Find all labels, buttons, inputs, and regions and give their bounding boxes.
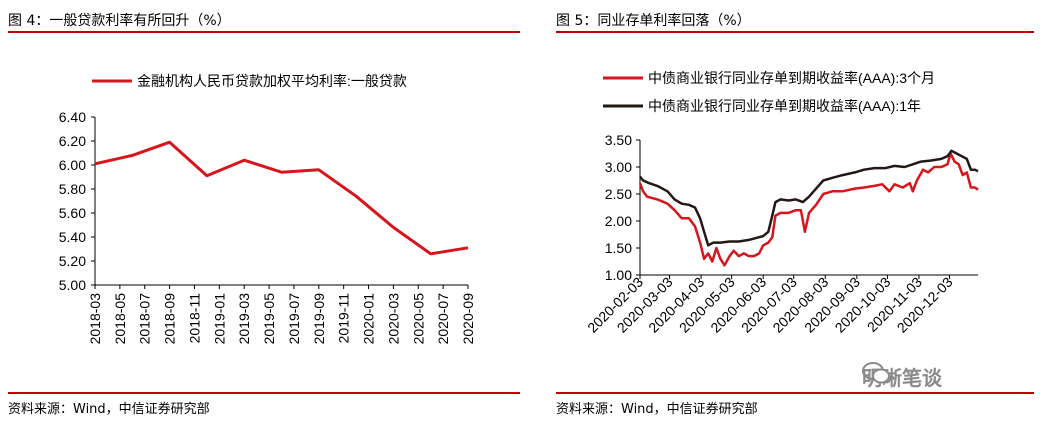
y-tick-label: 5.40 bbox=[59, 229, 86, 245]
y-tick-label: 3.00 bbox=[605, 159, 632, 175]
legend-label: 中债商业银行同业存单到期收益率(AAA):1年 bbox=[648, 98, 921, 114]
y-tick-label: 6.40 bbox=[59, 109, 86, 125]
y-tick-label: 6.20 bbox=[59, 133, 86, 149]
y-tick-label: 5.00 bbox=[59, 277, 86, 293]
x-tick-label: 2019-09 bbox=[311, 293, 327, 345]
x-tick-label: 2019-07 bbox=[286, 293, 302, 345]
watermark: 明晰笔谈 bbox=[862, 362, 942, 391]
x-tick-label: 2018-05 bbox=[112, 293, 128, 345]
x-tick-label: 2020-09 bbox=[460, 293, 476, 345]
figure-title: 图 5：同业存单利率回落（%） bbox=[556, 13, 751, 29]
chart-panel-loan-rate: 图 4：一般贷款利率有所回升（%） 6.40 6.20 6.00 5.80 5.60 5.… bbox=[0, 0, 520, 421]
x-tick-label: 2020-05 bbox=[410, 293, 426, 345]
y-tick-label: 2.00 bbox=[605, 213, 632, 229]
chart-panel-ncd-yield: 图 5：同业存单利率回落（%） 3.50 3.00 2.50 2.00 1.50 1.00… bbox=[548, 0, 1048, 421]
source-divider bbox=[8, 392, 520, 394]
series-line-general-loan-rate bbox=[94, 140, 469, 256]
x-tick-label: 2019-01 bbox=[211, 293, 227, 345]
y-tick-label: 3.50 bbox=[605, 132, 632, 148]
source-note: 资料来源：Wind，中信证券研究部 bbox=[556, 402, 758, 417]
y-tick-label: 1.00 bbox=[605, 267, 632, 283]
x-tick-label: 2020-01 bbox=[361, 293, 377, 345]
legend-label: 中债商业银行同业存单到期收益率(AAA):3个月 bbox=[648, 70, 935, 86]
x-tick-label: 2018-11 bbox=[186, 293, 202, 344]
figure-title: 图 4：一般贷款利率有所回升（%） bbox=[8, 13, 231, 29]
x-tick-label: 2019-05 bbox=[261, 293, 277, 345]
title-divider bbox=[556, 31, 1034, 33]
x-tick-label: 2018-07 bbox=[137, 293, 153, 345]
y-tick-label: 5.60 bbox=[59, 205, 86, 221]
x-tick-label: 2020-07 bbox=[435, 293, 451, 345]
y-tick-label: 5.80 bbox=[59, 181, 86, 197]
source-note: 资料来源：Wind，中信证券研究部 bbox=[8, 402, 210, 417]
x-tick-label: 2019-11 bbox=[336, 293, 352, 344]
legend-label: 金融机构人民币贷款加权平均利率:一般贷款 bbox=[137, 73, 407, 89]
series-line-3m-yield bbox=[638, 152, 979, 267]
title-divider bbox=[8, 31, 520, 33]
y-tick-label: 6.00 bbox=[59, 157, 86, 173]
ncd-yield-chart: 3.503.002.502.001.501.002020-02-032020-0… bbox=[584, 70, 979, 336]
x-tick-label: 2020-03 bbox=[385, 293, 401, 345]
y-tick-label: 1.50 bbox=[605, 240, 632, 256]
wechat-icon bbox=[862, 362, 890, 384]
source-divider bbox=[556, 392, 1034, 394]
x-tick-label: 2018-09 bbox=[162, 293, 178, 345]
x-tick-label: 2018-03 bbox=[87, 293, 103, 345]
y-tick-label: 5.20 bbox=[59, 253, 86, 269]
x-tick-label: 2019-03 bbox=[236, 293, 252, 345]
y-tick-label: 2.50 bbox=[605, 186, 632, 202]
series-line-1y-yield bbox=[639, 149, 979, 247]
